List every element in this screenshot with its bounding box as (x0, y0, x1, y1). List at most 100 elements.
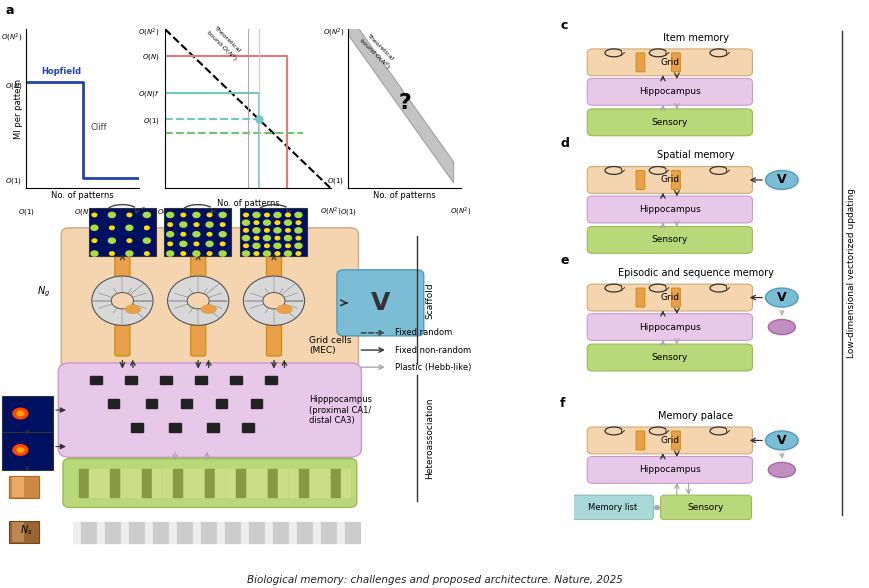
Text: Grid: Grid (660, 58, 679, 67)
Bar (89, 522, 97, 544)
Bar (100, 469, 109, 497)
Ellipse shape (92, 276, 153, 325)
Bar (336, 522, 344, 544)
Circle shape (254, 252, 258, 255)
Text: $O(N^2)$: $O(N^2)$ (320, 205, 341, 218)
Bar (11, 522, 24, 542)
Circle shape (243, 213, 248, 216)
Circle shape (91, 225, 98, 230)
Circle shape (243, 229, 248, 232)
Circle shape (254, 236, 258, 240)
FancyBboxPatch shape (635, 431, 644, 450)
Bar (296, 522, 304, 544)
Circle shape (285, 229, 290, 232)
Text: Biological memory: challenges and proposed architecture. Nature, 2025: Biological memory: challenges and propos… (247, 575, 622, 585)
Circle shape (243, 244, 248, 248)
Text: $f$: $f$ (250, 210, 256, 221)
Text: V: V (370, 291, 389, 315)
Ellipse shape (168, 276, 229, 325)
Bar (105, 522, 113, 544)
Text: c: c (560, 19, 567, 32)
Text: Fixed non-random: Fixed non-random (395, 346, 471, 355)
Text: Sensory: Sensory (651, 353, 687, 362)
FancyBboxPatch shape (2, 432, 53, 470)
FancyBboxPatch shape (266, 245, 282, 356)
Bar (224, 522, 233, 544)
Text: Hippocampus: Hippocampus (638, 88, 700, 96)
Ellipse shape (767, 319, 794, 335)
Text: $O(1)$: $O(1)$ (327, 176, 344, 186)
Circle shape (219, 212, 226, 218)
Text: $O(N)f$: $O(N)f$ (138, 89, 160, 99)
FancyBboxPatch shape (571, 495, 653, 520)
Text: Heteroassociation: Heteroassociation (425, 397, 434, 479)
FancyBboxPatch shape (587, 284, 752, 311)
Circle shape (220, 223, 225, 226)
Circle shape (274, 228, 281, 233)
Circle shape (109, 212, 116, 218)
Ellipse shape (111, 293, 133, 309)
Text: Hippocampus: Hippocampus (638, 205, 700, 214)
Bar (73, 522, 81, 544)
Ellipse shape (17, 447, 24, 453)
Bar (96, 522, 105, 544)
Ellipse shape (767, 462, 794, 477)
FancyBboxPatch shape (63, 459, 356, 507)
Circle shape (275, 236, 280, 240)
Circle shape (144, 252, 149, 255)
Circle shape (284, 251, 291, 256)
Circle shape (284, 236, 291, 240)
Bar (204, 469, 214, 497)
Circle shape (167, 232, 174, 237)
Circle shape (220, 242, 225, 246)
Circle shape (193, 212, 200, 218)
Text: ?: ? (398, 93, 410, 113)
FancyBboxPatch shape (115, 245, 129, 356)
Bar (11, 476, 24, 497)
Circle shape (126, 225, 133, 230)
Bar (181, 399, 192, 408)
Circle shape (126, 251, 133, 256)
Text: Sensory: Sensory (651, 235, 687, 245)
Text: Grid: Grid (660, 293, 679, 302)
Circle shape (274, 243, 281, 248)
FancyBboxPatch shape (660, 495, 751, 520)
Bar (78, 469, 88, 497)
Circle shape (207, 213, 212, 216)
Circle shape (295, 212, 302, 218)
Bar (195, 376, 207, 385)
Bar (209, 522, 216, 544)
Text: Non-grid
(EC): Non-grid (EC) (308, 473, 348, 493)
Bar (183, 469, 193, 497)
Ellipse shape (765, 288, 797, 307)
Text: $N_g$: $N_g$ (37, 285, 50, 299)
Circle shape (92, 239, 96, 242)
FancyBboxPatch shape (587, 49, 752, 76)
Circle shape (285, 213, 290, 216)
FancyBboxPatch shape (671, 53, 680, 72)
Bar (121, 522, 129, 544)
Circle shape (253, 212, 260, 218)
Circle shape (263, 236, 270, 240)
Bar (289, 522, 296, 544)
Text: $O(1)$: $O(1)$ (339, 207, 356, 217)
Bar (330, 469, 340, 497)
Circle shape (181, 252, 185, 255)
Circle shape (181, 232, 185, 236)
Y-axis label: MI per pattern: MI per pattern (14, 79, 23, 139)
Text: Scaffold: Scaffold (425, 282, 434, 319)
Bar (108, 399, 119, 408)
Bar (194, 469, 203, 497)
Circle shape (109, 226, 114, 229)
Bar (161, 522, 169, 544)
Text: Hipppocampus
(proximal CA1/
distal CA3): Hipppocampus (proximal CA1/ distal CA3) (308, 395, 372, 425)
Text: $O(N)$: $O(N)$ (74, 207, 91, 217)
Ellipse shape (765, 171, 797, 189)
Text: Item memory: Item memory (662, 32, 727, 42)
X-axis label: No. of patterns: No. of patterns (216, 199, 279, 208)
Text: $O(N)$: $O(N)$ (4, 81, 23, 91)
FancyBboxPatch shape (2, 396, 53, 434)
Ellipse shape (200, 305, 216, 314)
Text: Hippocampus: Hippocampus (638, 323, 700, 332)
X-axis label: No. of patterns: No. of patterns (51, 191, 114, 200)
